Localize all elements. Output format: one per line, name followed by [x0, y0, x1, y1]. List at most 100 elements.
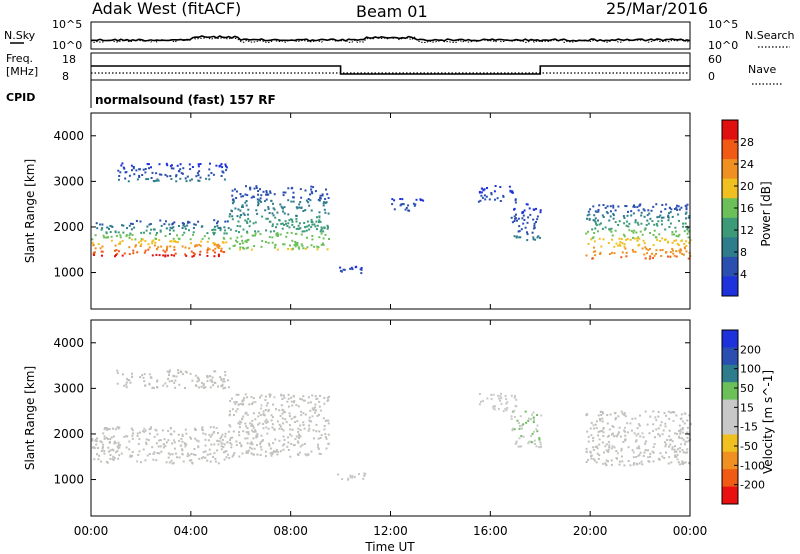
power-echo-cell: [623, 243, 626, 246]
power-echo-cell: [250, 248, 253, 251]
velocity-echo-cell: [259, 441, 262, 444]
velocity-echo-cell: [232, 430, 235, 433]
velocity-echo-cell: [686, 419, 689, 422]
velocity-echo-cell: [167, 439, 170, 442]
power-echo-cell: [300, 196, 303, 199]
velocity-echo-cell: [173, 441, 176, 444]
velocity-echo-cell: [299, 435, 302, 438]
velocity-echo-cell: [657, 411, 660, 413]
power-echo-cell: [201, 225, 204, 228]
velocity-echo-cell: [136, 460, 139, 463]
velocity-echo-cell: [626, 431, 629, 434]
velocity-echo-cell: [189, 372, 192, 375]
velocity-echo-cell: [659, 424, 662, 427]
power-echo-cell: [292, 191, 295, 194]
power-echo-cell: [324, 233, 327, 236]
power-echo-cell: [480, 194, 483, 197]
power-echo-cell: [100, 228, 103, 231]
velocity-echo-cell: [263, 414, 266, 417]
velocity-echo-cell: [262, 423, 265, 425]
velocity-echo-cell: [500, 397, 503, 400]
velocity-echo-cell: [227, 453, 230, 456]
power-echo-cell: [160, 224, 163, 227]
power-echo-cell: [192, 231, 195, 234]
power-echo-cell: [656, 216, 659, 219]
power-echo-cell: [189, 238, 192, 241]
power-echo-cell: [188, 163, 191, 166]
velocity-echo-cell: [224, 450, 226, 453]
velocity-echo-cell: [611, 425, 614, 428]
power-echo-cell: [149, 223, 152, 225]
velocity-echo-cell: [260, 434, 263, 437]
velocity-echo-cell: [201, 426, 204, 429]
power-echo-cell: [612, 217, 615, 220]
velocity-echo-cell: [260, 394, 263, 397]
power-echo-cell: [148, 223, 151, 226]
velocity-echo-cell: [317, 446, 320, 449]
power-echo-cell: [593, 219, 596, 222]
power-echo-cell: [149, 232, 152, 235]
velocity-echo-cell: [307, 401, 310, 404]
cpid-text: normalsound (fast) 157 RF: [95, 93, 276, 107]
velocity-echo-cell: [293, 444, 295, 447]
power-echo-cell: [236, 190, 238, 193]
power-echo-cell: [648, 212, 651, 215]
power-echo-cell: [172, 222, 174, 225]
velocity-echo-cell: [363, 473, 366, 476]
velocity-echo-cell: [176, 456, 178, 459]
power-echo-cell: [246, 246, 249, 249]
velocity-echo-cell: [112, 435, 115, 438]
velocity-echo-cell: [210, 443, 213, 446]
velocity-echo-cell: [216, 439, 219, 442]
power-echo-cell: [227, 227, 230, 230]
velocity-echo-cell: [145, 438, 148, 441]
velocity-echo-cell: [358, 473, 360, 476]
velocity-echo-cell: [104, 427, 106, 429]
power-echo-cell: [317, 246, 320, 249]
power-echo-cell: [235, 229, 238, 232]
velocity-echo-cell: [250, 403, 253, 405]
velocity-echo-cell: [621, 412, 624, 415]
power-echo-cell: [158, 254, 161, 257]
power-echo-cell: [269, 191, 272, 194]
velocity-echo-cell: [170, 459, 173, 462]
velocity-echo-cell: [308, 427, 311, 430]
power-echo-cell: [325, 201, 328, 204]
power-echo-cell: [523, 219, 526, 221]
velocity-echo-cell: [201, 428, 204, 430]
velocity-echo-cell: [597, 430, 600, 433]
velocity-echo-cell: [678, 463, 681, 466]
power-echo-cell: [594, 221, 597, 223]
power-echo-cell: [672, 249, 674, 252]
velocity-echo-cell: [293, 400, 296, 403]
power-echo-cell: [116, 252, 119, 255]
power-echo-cell: [625, 255, 628, 258]
velocity-echo-cell: [608, 446, 611, 448]
power-echo-cell: [490, 192, 493, 194]
power-echo-cell: [601, 214, 604, 217]
power-echo-cell: [283, 212, 286, 215]
power-echo-cell: [217, 255, 220, 258]
velocity-echo-cell: [680, 443, 683, 446]
power-echo-cell: [537, 235, 540, 238]
power-echo-cell: [136, 178, 139, 181]
velocity-echo-cell: [516, 419, 519, 422]
power-echo-cell: [189, 168, 192, 171]
velocity-echo-cell: [679, 430, 682, 433]
power-echo-cell: [172, 167, 175, 170]
velocity-echo-cell: [116, 371, 119, 374]
noise-right-tick-top: 10^5: [708, 18, 738, 31]
velocity-echo-cell: [686, 448, 689, 451]
velocity-echo-cell: [347, 478, 350, 481]
power-echo-cell: [210, 172, 213, 174]
time-tick-label: 00:00: [74, 524, 109, 538]
power-echo-cell: [167, 254, 169, 257]
power-echo-cell: [481, 196, 484, 199]
velocity-echo-cell: [304, 413, 307, 416]
power-echo-cell: [119, 234, 122, 237]
power-echo-cell: [181, 172, 184, 175]
velocity-echo-cell: [490, 393, 493, 396]
velocity-echo-cell: [254, 430, 257, 433]
velocity-echo-cell: [598, 454, 601, 457]
power-echo-cell: [110, 235, 113, 238]
